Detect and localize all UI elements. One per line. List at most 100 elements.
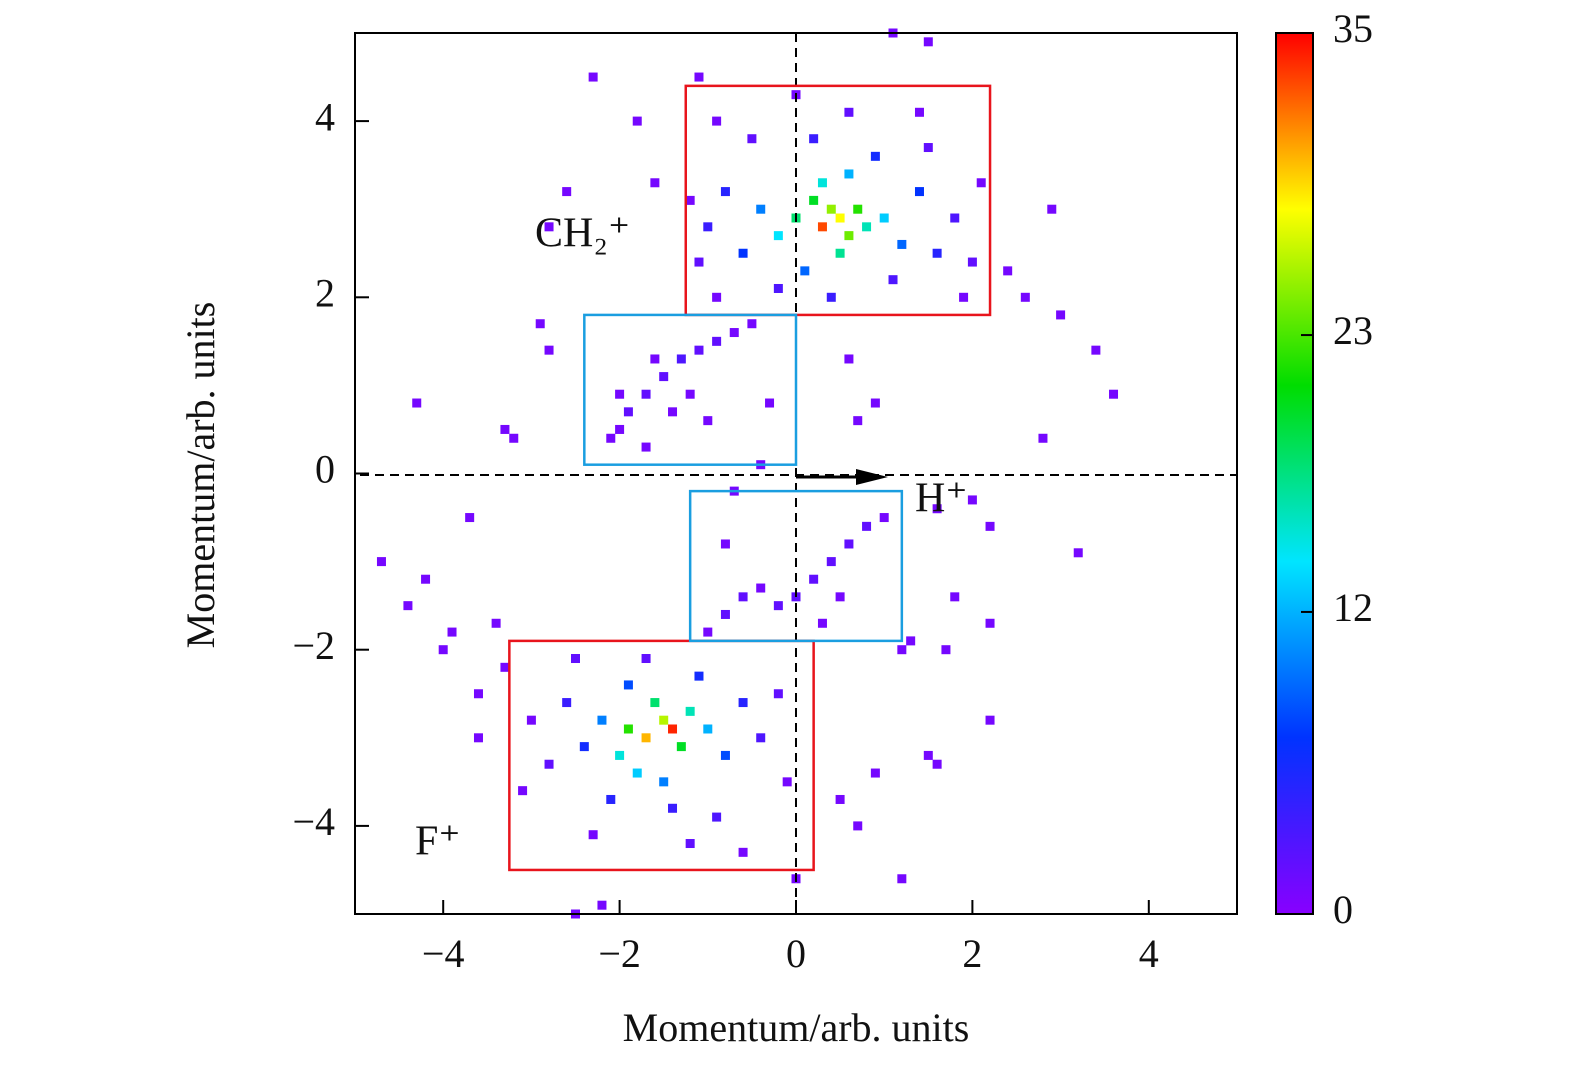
cell [720, 609, 730, 619]
cell [959, 292, 969, 302]
cell [853, 204, 863, 214]
cell [826, 204, 836, 214]
cell [597, 900, 607, 910]
cell [685, 839, 695, 849]
cell [844, 169, 854, 179]
cell [923, 750, 933, 760]
cell [782, 777, 792, 787]
cell [571, 654, 580, 664]
cell [897, 874, 907, 884]
cell [1020, 292, 1030, 302]
y-tick-label: −2 [292, 623, 335, 668]
cell [809, 195, 819, 205]
cell [650, 698, 660, 708]
colorbar-tick-label: 35 [1333, 6, 1373, 51]
cell [879, 213, 889, 223]
cell [712, 336, 722, 346]
cell [668, 803, 678, 813]
cell [853, 416, 863, 426]
cell [712, 116, 722, 126]
cell [1073, 548, 1083, 558]
cell [844, 539, 854, 549]
cell [773, 689, 783, 699]
cell [870, 398, 880, 408]
cell [844, 354, 854, 364]
region-label: CH₂⁺ [535, 211, 630, 257]
cell [500, 424, 510, 434]
cell [835, 248, 845, 258]
cell [888, 275, 898, 285]
x-tick-label: 2 [962, 931, 982, 976]
colorbar-tick-label: 0 [1333, 887, 1353, 932]
cell [465, 513, 475, 523]
cell [1056, 310, 1066, 320]
cell [1109, 389, 1119, 399]
cell [826, 557, 836, 567]
cell [773, 283, 783, 293]
cell [606, 794, 616, 804]
x-axis-title: Momentum/arb. units [623, 1005, 970, 1050]
cell [941, 645, 951, 655]
cell [588, 72, 598, 82]
cell [676, 354, 686, 364]
cell [720, 187, 730, 197]
cell [685, 389, 695, 399]
cell [967, 495, 977, 505]
cell [668, 407, 678, 417]
arrow-head [856, 469, 888, 485]
cell [967, 257, 977, 267]
cell [765, 398, 775, 408]
cell [862, 222, 872, 232]
cell [641, 389, 651, 399]
cell [676, 742, 686, 752]
y-tick-label: 2 [315, 270, 335, 315]
cell [641, 733, 651, 743]
cell [544, 759, 554, 769]
y-tick-label: −4 [292, 799, 335, 844]
cell [809, 574, 819, 584]
cell [703, 222, 713, 232]
cell [870, 768, 880, 778]
cell [756, 733, 766, 743]
cell [659, 777, 669, 787]
cell [509, 433, 519, 443]
cell [615, 389, 625, 399]
cell [720, 750, 730, 760]
cell [862, 521, 872, 531]
cell [976, 178, 986, 188]
x-tick-label: −2 [598, 931, 641, 976]
cell [615, 424, 625, 434]
cell [491, 618, 501, 628]
cell [932, 504, 942, 514]
cell [562, 187, 572, 197]
region-label: H⁺ [915, 476, 968, 522]
cell [694, 671, 704, 681]
cell [747, 319, 757, 329]
cell [923, 37, 933, 47]
cell [562, 698, 572, 708]
cell [1091, 345, 1101, 355]
cell [817, 222, 827, 232]
cell [738, 847, 748, 857]
cell [853, 821, 863, 831]
cell [623, 724, 633, 734]
y-tick-label: 0 [315, 447, 335, 492]
cell [756, 204, 766, 214]
cell [809, 134, 819, 144]
y-tick-label: 4 [315, 94, 335, 139]
cell [412, 398, 422, 408]
cell [844, 231, 854, 241]
cell [738, 592, 748, 602]
cell [403, 601, 413, 611]
colorbar-tick-label: 12 [1333, 585, 1373, 630]
cell [817, 178, 827, 188]
cell [906, 636, 916, 646]
x-tick-label: 4 [1139, 931, 1159, 976]
cell [950, 213, 960, 223]
cell [835, 213, 845, 223]
cell [826, 292, 836, 302]
cell [500, 662, 510, 672]
cell [588, 830, 598, 840]
cell [685, 706, 695, 716]
cell [738, 698, 748, 708]
